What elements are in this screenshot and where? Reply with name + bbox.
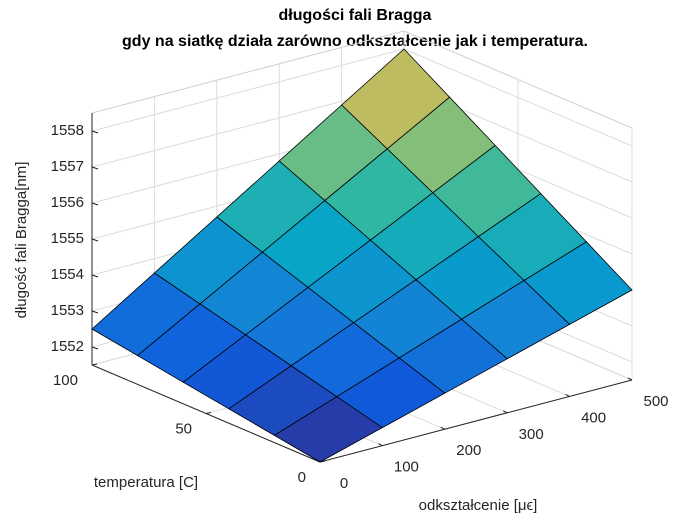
z-axis-label: długość fali Bragga[nm] (13, 162, 30, 319)
y-tick-label: 50 (175, 420, 192, 437)
z-tick (91, 238, 99, 242)
z-tick-label: 1553 (51, 302, 84, 319)
x-tick-label: 400 (581, 409, 606, 426)
grid-line (91, 48, 405, 132)
z-tick (91, 274, 99, 278)
box-edge (91, 30, 405, 114)
z-tick (91, 202, 99, 206)
x-tick-label: 100 (394, 459, 419, 476)
x-tick (378, 443, 383, 447)
z-tick-label: 1552 (51, 338, 84, 355)
x-tick (565, 393, 570, 397)
y-axis-label: temperatura [C] (94, 474, 198, 491)
z-tick-label: 1555 (51, 230, 84, 247)
x-tick (627, 377, 633, 381)
y-tick (205, 412, 212, 414)
y-tick (91, 363, 98, 366)
x-axis-label: odkształcenie [μϵ] (419, 497, 538, 514)
z-tick (91, 310, 99, 314)
x-tick (440, 426, 446, 430)
z-tick-label: 1558 (51, 122, 84, 139)
chart-subtitle: gdy na siatkę działa zarówno odkształcen… (122, 33, 588, 50)
x-axis-line (319, 379, 633, 463)
x-tick-label: 300 (519, 426, 544, 443)
y-tick-label: 100 (53, 372, 78, 389)
chart-title: długości fali Bragga (279, 7, 432, 24)
x-tick-label: 0 (340, 475, 348, 492)
z-tick (91, 130, 99, 134)
z-tick-label: 1554 (51, 266, 84, 283)
y-tick-label: 0 (298, 469, 306, 486)
x-tick-label: 500 (643, 393, 668, 410)
z-tick-label: 1557 (51, 158, 84, 175)
x-tick-label: 200 (456, 442, 481, 459)
z-tick-label: 1556 (51, 194, 84, 211)
x-tick (502, 410, 508, 414)
z-tick (91, 166, 99, 170)
surface-patch (273, 396, 384, 463)
z-tick (91, 346, 99, 350)
